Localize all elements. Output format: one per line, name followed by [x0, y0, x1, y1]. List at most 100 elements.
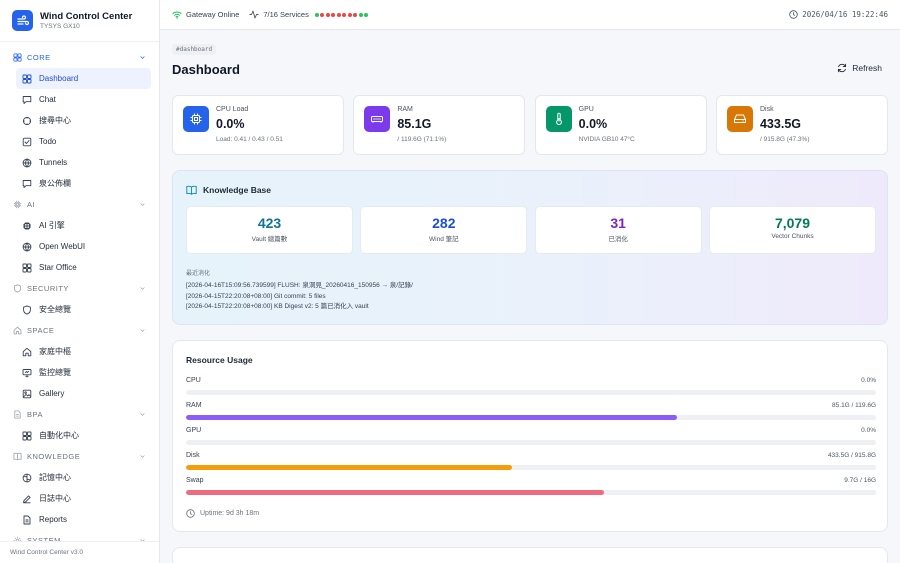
- sidebar-item-3-knowledge[interactable]: Reports: [16, 509, 151, 530]
- refresh-label: Refresh: [852, 63, 882, 73]
- monitor-icon: [22, 368, 32, 378]
- sidebar-item-6-core[interactable]: 泉公佈欄: [16, 173, 151, 194]
- service-dot: [331, 12, 336, 17]
- digest-log-line: [2026-04-15T22:20:08+08:00] Git commit: …: [186, 292, 326, 300]
- thermometer-icon: [545, 106, 572, 132]
- nav-section-bpa[interactable]: BPA: [0, 404, 159, 425]
- knowledge-count: 282: [432, 215, 456, 231]
- sidebar-item-3-space[interactable]: Gallery: [16, 383, 151, 404]
- resource-row-cpu: CPU 0.0%: [186, 377, 876, 402]
- resource-bar-track: [186, 465, 876, 470]
- chevron-down-icon[interactable]: [139, 453, 146, 460]
- sidebar-item-label: Star Office: [39, 263, 77, 272]
- stat-value: 0.0%: [216, 117, 245, 131]
- service-dot: [320, 12, 325, 17]
- brand[interactable]: Wind Control Center TYSYS GX10: [0, 0, 159, 42]
- gateway-label: Gateway Online: [186, 10, 240, 19]
- chat-icon: [22, 95, 32, 105]
- stat-label: Disk: [759, 106, 774, 113]
- stat-card-disk[interactable]: Disk 433.5G / 915.8G (47.3%): [715, 95, 888, 155]
- stat-label: CPU Load: [216, 106, 249, 113]
- stat-value: 433.5G: [759, 117, 801, 131]
- chevron-down-icon[interactable]: [139, 327, 146, 334]
- sidebar-item-1-ai[interactable]: AI 引擎: [16, 215, 151, 236]
- knowledge-card: 423 Vault 總篇數: [186, 206, 353, 254]
- resource-row-gpu: GPU 0.0%: [186, 427, 876, 452]
- sidebar-item-3-core[interactable]: 搜尋中心: [16, 110, 151, 131]
- knowledge-card: 31 已消化: [534, 206, 702, 254]
- nav-section-label: AI: [27, 200, 36, 209]
- page-title: Dashboard: [172, 62, 240, 77]
- nav-section-label: CORE: [27, 53, 51, 62]
- sidebar-item-label: 泉公佈欄: [39, 179, 71, 188]
- nav-section-space[interactable]: SPACE: [0, 320, 159, 341]
- resource-value: 0.0%: [861, 427, 876, 434]
- resource-value: 0.0%: [861, 377, 876, 384]
- sidebar-item-1-space[interactable]: 家庭中樞: [16, 341, 151, 362]
- sidebar-item-2-core[interactable]: Chat: [16, 89, 151, 110]
- nav-section-security[interactable]: SECURITY: [0, 278, 159, 299]
- globe-icon: [22, 158, 32, 168]
- sidebar-item-1-security[interactable]: 安全總覽: [16, 299, 151, 320]
- nav-section-knowledge[interactable]: KNOWLEDGE: [0, 446, 159, 467]
- sidebar-item-1-bpa[interactable]: 自動化中心: [16, 425, 151, 446]
- grid-icon: [22, 263, 32, 273]
- knowledge-card: 282 Wind 筆記: [360, 206, 528, 254]
- app-subtitle: TYSYS GX10: [40, 22, 80, 30]
- sidebar-item-4-core[interactable]: Todo: [16, 131, 151, 152]
- resource-row-ram: RAM 85.1G / 119.6G: [186, 402, 876, 427]
- chevron-down-icon[interactable]: [139, 285, 146, 292]
- knowledge-base-panel: Knowledge Base 423 Vault 總篇數 282 Wind 筆記 31 已…: [172, 170, 888, 325]
- stat-card-ram[interactable]: RAM 85.1G / 119.6G (71.1%): [353, 95, 526, 155]
- chat-icon: [22, 179, 32, 189]
- resource-usage-panel: Resource Usage CPU 0.0% RAM 85.1G / 119.6G G…: [172, 340, 888, 532]
- sidebar-item-3-ai[interactable]: Star Office: [16, 257, 151, 278]
- sidebar-item-5-core[interactable]: Tunnels: [16, 152, 151, 173]
- activity-icon: [249, 10, 259, 19]
- pen-icon: [22, 494, 32, 504]
- services-status[interactable]: 7/16 Services: [249, 10, 369, 19]
- checkbox-icon: [22, 137, 32, 147]
- nav-section-core[interactable]: CORE: [0, 47, 159, 68]
- grid-icon: [22, 74, 32, 84]
- sidebar-item-2-knowledge[interactable]: 日誌中心: [16, 488, 151, 509]
- sidebar-item-label: Todo: [39, 137, 57, 146]
- main-content: #dashboard Dashboard Refresh CPU Load 0.0…: [172, 30, 888, 563]
- knowledge-base-label: Knowledge Base: [203, 185, 272, 195]
- resource-name: RAM: [186, 402, 202, 409]
- knowledge-count: 423: [257, 215, 282, 231]
- services-label: 7/16 Services: [263, 10, 309, 19]
- refresh-button[interactable]: Refresh: [837, 63, 882, 73]
- chevron-down-icon[interactable]: [139, 54, 146, 61]
- resource-bar-fill: [186, 490, 605, 495]
- sidebar-item-label: 安全總覽: [39, 305, 71, 314]
- resource-bar-track: [186, 490, 876, 495]
- doc-icon: [22, 515, 32, 525]
- resource-bar-track: [186, 415, 876, 420]
- sidebar-item-2-space[interactable]: 監控總覽: [16, 362, 151, 383]
- sidebar-item-label: Open WebUI: [39, 242, 86, 251]
- sidebar-item-1-knowledge[interactable]: 記憶中心: [16, 467, 151, 488]
- sidebar-item-1-core[interactable]: Dashboard: [16, 68, 151, 89]
- memory-icon: [364, 106, 391, 132]
- stat-card-cpu-load[interactable]: CPU Load 0.0% Load: 0.41 / 0.43 / 0.51: [172, 95, 344, 155]
- resource-row-swap: Swap 9.7G / 16G: [186, 477, 876, 502]
- knowledge-base-title: Knowledge Base: [186, 185, 271, 195]
- chevron-down-icon[interactable]: [139, 201, 146, 208]
- cpu-icon: [183, 106, 209, 132]
- stat-label: GPU: [578, 106, 594, 113]
- chevron-down-icon[interactable]: [139, 411, 146, 418]
- resource-rows: CPU 0.0% RAM 85.1G / 119.6G GPU 0.0% Disk 433.5…: [186, 377, 876, 502]
- stat-card-gpu[interactable]: GPU 0.0% NVIDIA GB10 47°C: [534, 95, 707, 155]
- stat-detail: Load: 0.41 / 0.43 / 0.51: [216, 136, 283, 143]
- sidebar: Wind Control Center TYSYS GX10 CORE Dashb…: [0, 0, 160, 563]
- sidebar-item-label: Chat: [39, 95, 56, 104]
- stat-value: 0.0%: [578, 117, 608, 131]
- sidebar-item-2-ai[interactable]: Open WebUI: [16, 236, 151, 257]
- cpu-icon: [13, 200, 22, 209]
- sidebar-item-label: 日誌中心: [39, 494, 71, 503]
- resource-value: 9.7G / 16G: [844, 477, 876, 484]
- sidebar-item-label: Tunnels: [39, 158, 68, 167]
- resource-name: Disk: [186, 452, 200, 459]
- nav-section-ai[interactable]: AI: [0, 194, 159, 215]
